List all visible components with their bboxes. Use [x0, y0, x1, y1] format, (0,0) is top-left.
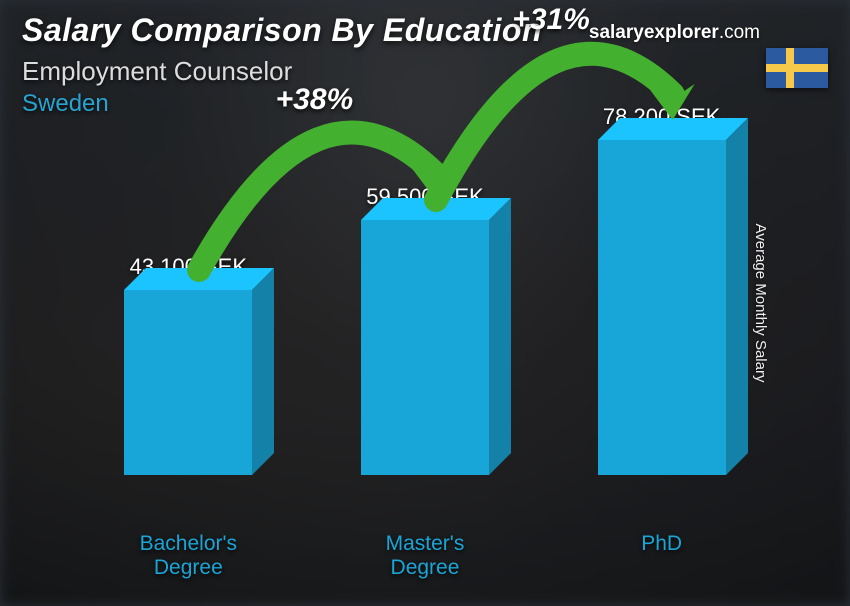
infographic-root: Salary Comparison By Education Employmen…	[0, 0, 850, 606]
brand-domain: .com	[719, 22, 760, 43]
x-axis-label: Bachelor'sDegree	[70, 526, 306, 586]
x-axis-label: Master'sDegree	[307, 526, 543, 586]
brand-main: salaryexplorer	[589, 22, 719, 43]
page-title: Salary Comparison By Education	[22, 12, 542, 49]
bar-chart: 43,100 SEK59,500 SEK78,200 SEK Bachelor'…	[70, 140, 780, 586]
bar-3d	[124, 290, 252, 475]
job-subtitle: Employment Counselor	[22, 56, 292, 87]
bar-3d	[598, 140, 726, 475]
country-label: Sweden	[22, 90, 109, 118]
bar-wrap: 59,500 SEK	[307, 184, 543, 475]
increase-percentage: +38%	[276, 83, 354, 117]
bars-container: 43,100 SEK59,500 SEK78,200 SEK	[70, 140, 780, 475]
x-axis-labels: Bachelor'sDegreeMaster'sDegreePhD	[70, 526, 780, 586]
x-axis-label: PhD	[543, 526, 779, 586]
bar-wrap: 43,100 SEK	[70, 254, 306, 475]
brand-watermark: salaryexplorer.com	[589, 22, 760, 44]
increase-percentage: +31%	[512, 3, 590, 37]
bar-3d	[361, 220, 489, 475]
sweden-flag-icon	[766, 48, 828, 88]
bar-wrap: 78,200 SEK	[543, 104, 779, 475]
